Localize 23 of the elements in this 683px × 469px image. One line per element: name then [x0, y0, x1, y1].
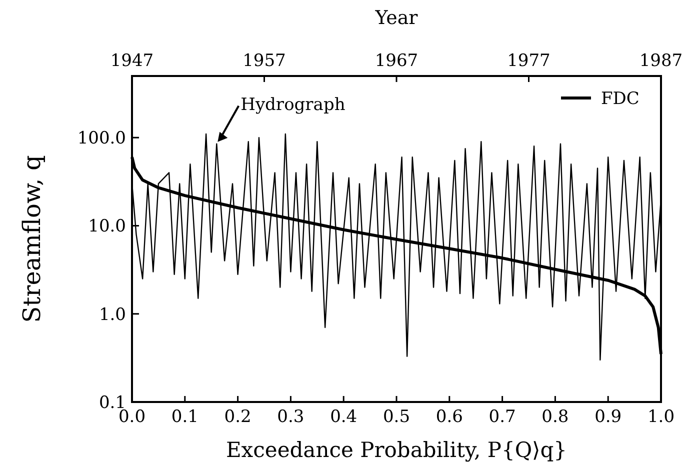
x-tick-label: 0.6 — [436, 407, 463, 427]
x2-tick-label: 1947 — [110, 51, 154, 71]
x2-axis-title: Year — [374, 7, 419, 29]
x-tick-label: 0.8 — [542, 407, 569, 427]
x-tick-label: 0.4 — [330, 407, 358, 427]
x-tick-label: 0.9 — [594, 407, 622, 427]
x-tick-label: 0.2 — [224, 407, 252, 427]
x-tick-label: 0.7 — [488, 407, 516, 427]
x-axis-title: Exceedance Probability, P{Q⟩q} — [226, 438, 568, 462]
x2-tick-label: 1987 — [639, 51, 683, 71]
y-tick-label: 10.0 — [88, 216, 126, 237]
x2-tick-label: 1967 — [374, 51, 418, 71]
y-tick-label: 100.0 — [77, 128, 126, 149]
x2-tick-label: 1957 — [242, 51, 286, 71]
legend-label: FDC — [601, 89, 640, 109]
x-tick-label: 0.1 — [171, 407, 198, 427]
x2-tick-label: 1977 — [507, 51, 550, 71]
x-tick-label: 1.0 — [647, 407, 675, 427]
y-tick-label: 1.0 — [98, 304, 126, 325]
x-tick-label: 0.3 — [277, 407, 304, 427]
x-tick-label: 0.5 — [382, 407, 410, 427]
annotation: Hydrograph — [240, 94, 346, 115]
y-axis-title: Streamflow, q — [18, 155, 46, 323]
